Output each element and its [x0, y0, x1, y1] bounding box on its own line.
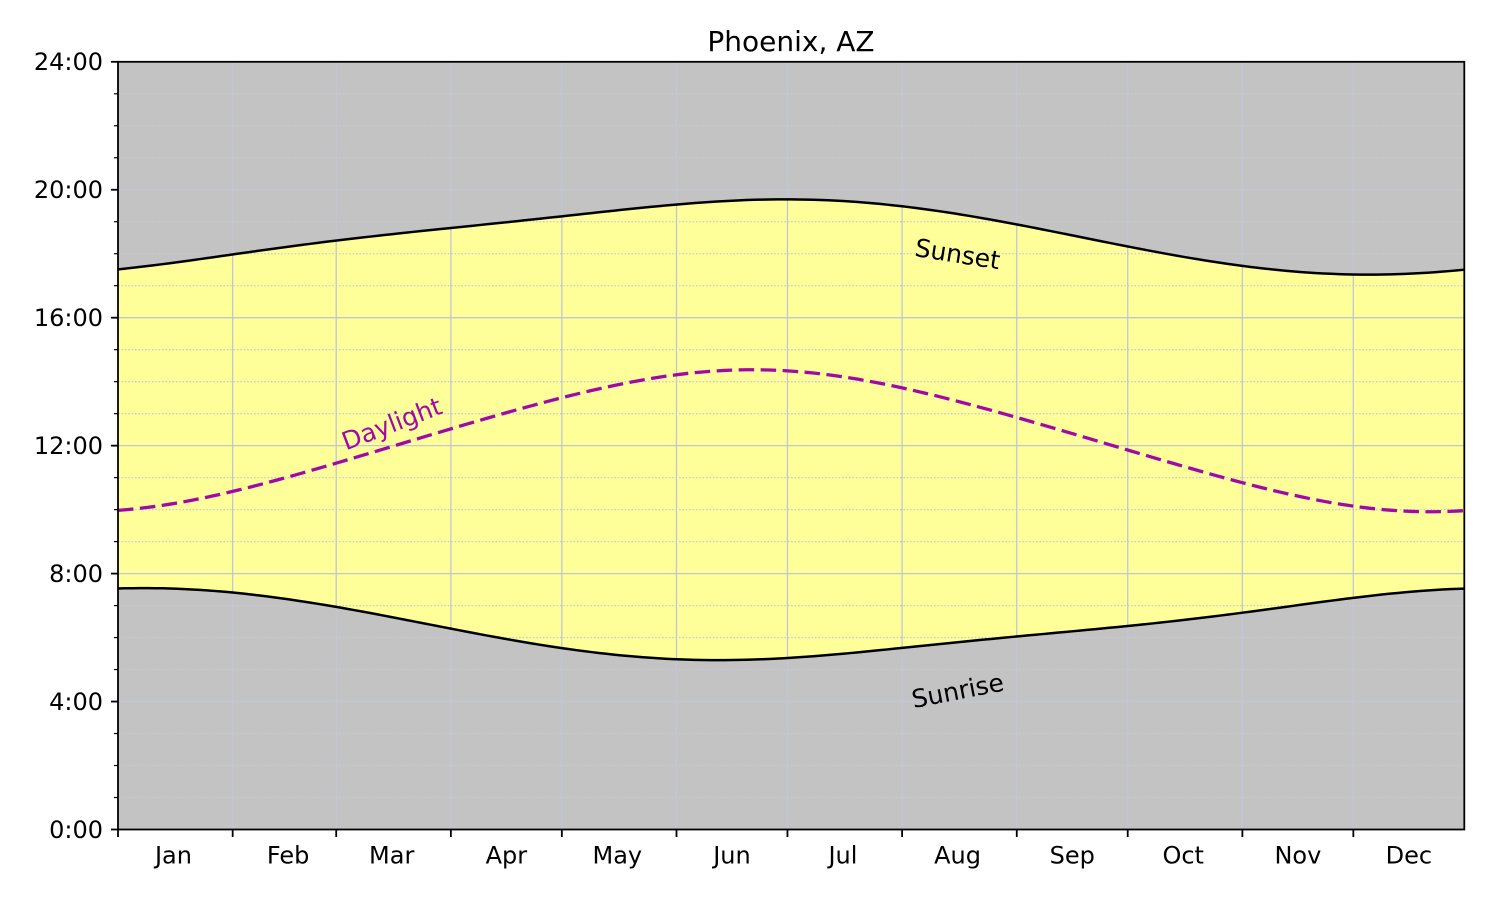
y-tick-label-1600: 16:00 [34, 304, 103, 332]
curves [117, 198, 1465, 662]
x-tick-label-feb: Feb [267, 842, 310, 870]
y-tick-label-2400: 24:00 [34, 48, 103, 76]
y-tick-label-2000: 20:00 [34, 176, 103, 204]
x-tick-label-nov: Nov [1274, 842, 1321, 870]
x-tick-label-mar: Mar [369, 842, 414, 870]
y-tick-label-1200: 12:00 [34, 432, 103, 460]
y-tick-label-400: 4:00 [49, 688, 103, 716]
y-tick-label-800: 8:00 [49, 560, 103, 588]
x-tick-label-jul: Jul [826, 842, 857, 870]
sunset-curve [117, 198, 1465, 276]
daylight-curve [117, 368, 1465, 514]
x-tick-label-may: May [593, 842, 643, 870]
x-tick-label-apr: Apr [486, 842, 528, 870]
y-tick-label-000: 0:00 [49, 816, 103, 844]
x-tick-label-sep: Sep [1050, 842, 1095, 870]
x-tick-label-oct: Oct [1162, 842, 1204, 870]
x-tick-label-jun: Jun [711, 842, 751, 870]
x-tick-label-aug: Aug [934, 842, 981, 870]
tick-labels: 0:00 4:00 8:00 12:00 16:00 20:00 24:00 Jan Feb Ma… [34, 48, 1432, 869]
gridlines [118, 61, 1465, 830]
chart-title: Phoenix, AZ [707, 25, 874, 58]
x-tick-label-jan: Jan [153, 842, 192, 870]
x-tick-label-dec: Dec [1386, 842, 1432, 870]
tick-marks [111, 60, 1355, 837]
sunrise-curve [117, 586, 1465, 662]
